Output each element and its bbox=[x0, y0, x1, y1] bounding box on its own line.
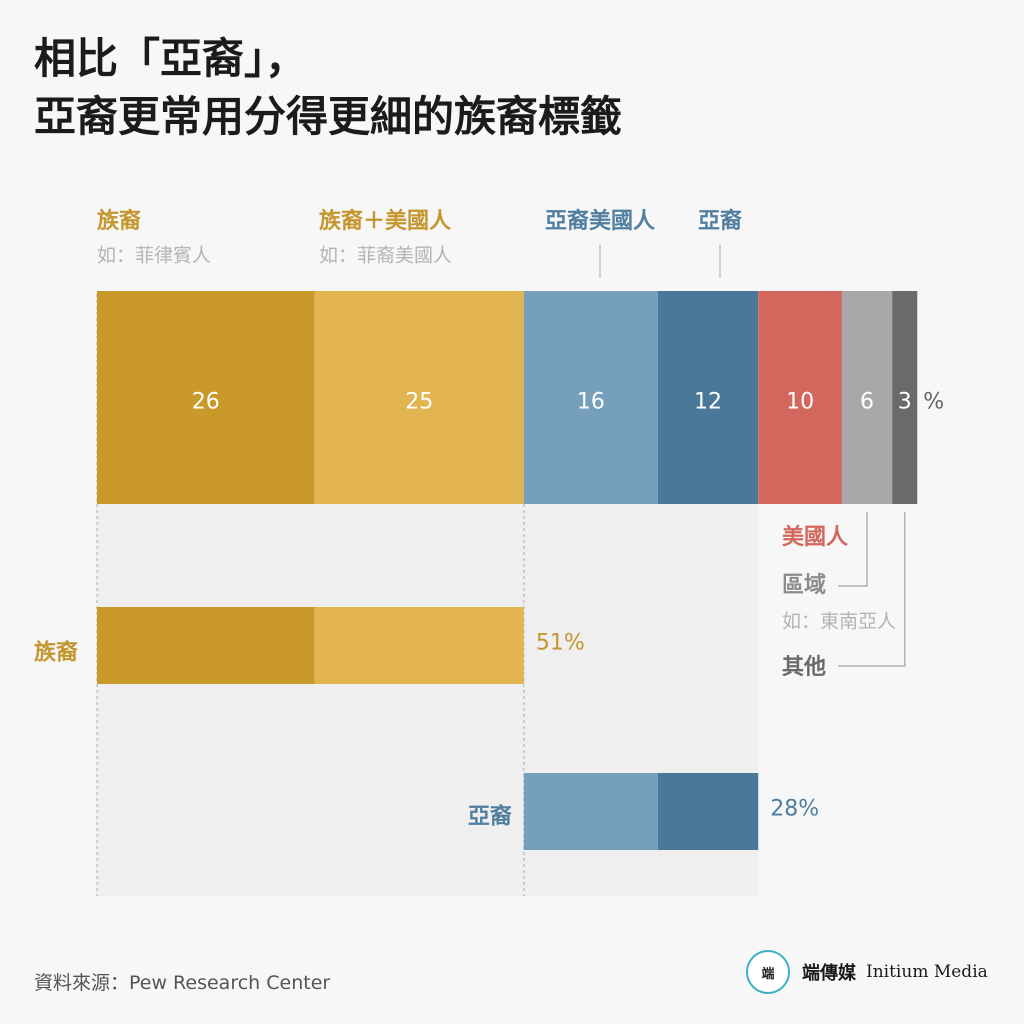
side-label-american: 美國人 bbox=[782, 524, 848, 550]
bar-label-ethnic_american: 25 bbox=[405, 390, 433, 415]
top-label-asian: 亞裔 bbox=[698, 208, 742, 234]
summary-bar-ethnic_american bbox=[314, 607, 524, 684]
bar-segment-ethnic bbox=[97, 291, 315, 504]
summary-bar-asian_american bbox=[523, 773, 658, 850]
bar-segment-asian bbox=[657, 291, 759, 504]
chart-title-line-2: 亞裔更常用分得更細的族裔標籤 bbox=[34, 92, 623, 141]
top-example-ethnic: 如：菲律賓人 bbox=[97, 245, 211, 267]
top-example-ethnic_american: 如：菲裔美國人 bbox=[319, 245, 452, 267]
side-example-regional: 如：東南亞人 bbox=[782, 611, 896, 633]
bar-unit-label: % bbox=[923, 390, 944, 415]
summary-value-1: 51% bbox=[536, 631, 585, 656]
brand-english-name: Initium Media bbox=[866, 962, 988, 982]
summary-bar-ethnic bbox=[97, 607, 315, 684]
bar-segment-other bbox=[892, 291, 918, 504]
summary-value-2: 28% bbox=[770, 797, 819, 822]
source-note: 資料來源：Pew Research Center bbox=[34, 972, 331, 994]
bar-segment-asian_american bbox=[523, 291, 658, 504]
top-label-ethnic_american: 族裔＋美國人 bbox=[319, 208, 451, 234]
summary-name-2: 亞裔 bbox=[468, 804, 512, 830]
summary-name-1: 族裔 bbox=[34, 640, 78, 666]
chart-title: 相比「亞裔」， 亞裔更常用分得更細的族裔標籤 bbox=[34, 30, 622, 146]
initium-logo-icon: 端 bbox=[746, 950, 790, 994]
bar-segment-american bbox=[758, 291, 842, 504]
brand-name: 端傳媒 bbox=[802, 963, 856, 984]
chart-title-line-1: 相比「亞裔」， bbox=[34, 34, 308, 83]
bar-label-regional: 6 bbox=[860, 390, 874, 415]
connector-regional bbox=[838, 512, 868, 587]
side-label-regional: 區域 bbox=[782, 572, 826, 598]
top-label-ethnic: 族裔 bbox=[97, 208, 141, 234]
bar-label-asian: 12 bbox=[694, 390, 722, 415]
bar-label-asian_american: 16 bbox=[577, 390, 605, 415]
connector-other bbox=[838, 512, 906, 667]
bar-label-other: 3 bbox=[898, 390, 912, 415]
side-label-other: 其他 bbox=[782, 655, 826, 680]
summary-bar-asian bbox=[657, 773, 759, 850]
bar-segment-regional bbox=[841, 291, 893, 504]
top-label-asian_american: 亞裔美國人 bbox=[545, 208, 655, 234]
bar-label-american: 10 bbox=[786, 390, 814, 415]
brand[interactable]: 端 端傳媒 Initium Media bbox=[746, 948, 988, 996]
bar-label-ethnic: 26 bbox=[192, 390, 220, 415]
bar-segment-ethnic_american bbox=[314, 291, 524, 504]
